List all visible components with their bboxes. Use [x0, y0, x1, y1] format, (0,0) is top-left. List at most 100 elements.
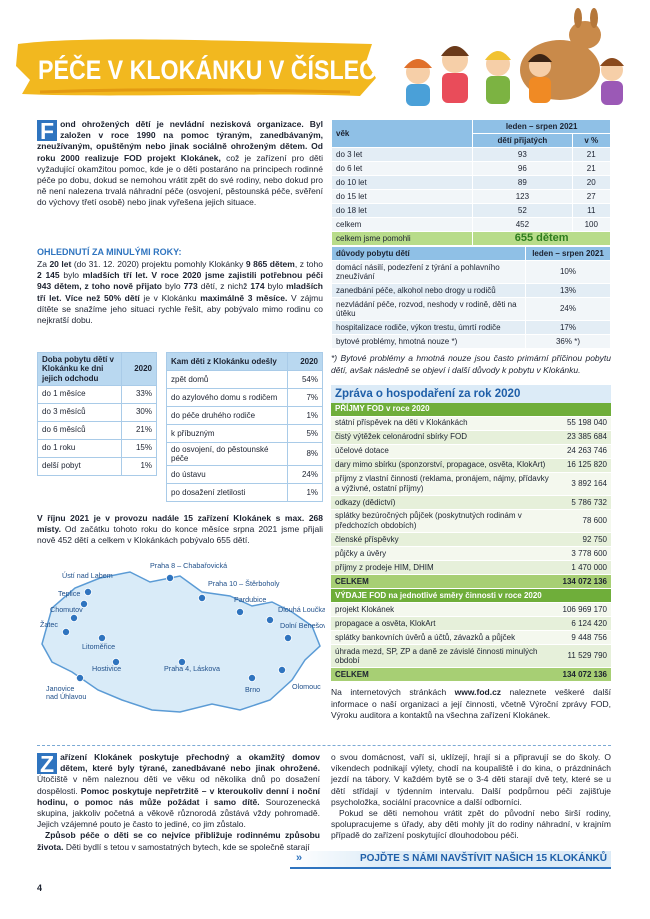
footer-banner: » POJĎTE S NÁMI NAVŠTÍVIT NAŠICH 15 KLOK…	[290, 851, 611, 869]
map-label: Praha 8 – Chabařovická	[150, 561, 227, 570]
table-cell: státní příspěvek na děti v Klokánkách	[331, 416, 559, 431]
table-row: příjmy z prodeje HIM, DHIM 1 470 000	[331, 560, 611, 576]
table-cell: 452	[472, 217, 573, 232]
table-cell: 2020	[121, 352, 157, 386]
table-cell: 1%	[121, 456, 157, 476]
table-cell: do péče druhého rodiče	[166, 406, 288, 425]
table-row: do osvojení, do pěstounské péče 8%	[166, 441, 323, 467]
table-cell: 78 600	[558, 509, 611, 534]
page-title: PÉČE V KLOKÁNKU V ČÍSLECH	[38, 53, 393, 85]
divider	[37, 745, 611, 746]
bold-run: 773	[183, 281, 198, 292]
text-run: (do 31. 12. 2020) projektu pomohly Kloká…	[71, 259, 246, 269]
table-cell: splátky bankovních úvěrů a účtů, závazků…	[331, 630, 559, 646]
map-pin	[197, 594, 206, 603]
table-cell: 15%	[121, 438, 157, 458]
bottom-left-column: Zařízení Klokánek poskytuje přechodný a …	[37, 751, 321, 853]
table-cell: 21	[571, 161, 611, 176]
table-cell: Doba pobytu dětí v Klokánku ke dni jejic…	[37, 352, 122, 386]
table-cell: hospitalizace rodiče, výkon trestu, úmrt…	[331, 320, 526, 336]
table-cell: domácí násilí, podezření z týrání a pohl…	[331, 259, 526, 285]
table-cell: 655 dětem	[472, 231, 611, 246]
table-cell: PŘÍJMY FOD v roce 2020	[331, 402, 611, 417]
table-cell: do 6 měsíců	[37, 420, 122, 440]
bold-run: Zařízení Klokánek poskytuje přechodný a …	[40, 751, 320, 777]
table-cell: 21	[571, 147, 611, 162]
text-run: Sourozenecká skupina, jakkoliv početná a…	[37, 796, 321, 830]
map-label: Dlouhá Loučka	[278, 605, 325, 614]
footnote: *) Bytové problémy a hmotná nouze jsou č…	[331, 353, 611, 375]
table-cell: VÝDAJE FOD na jednotlivé směry činnosti …	[331, 588, 611, 604]
table-cell: čistý výtěžek celonárodní sbírky FOD	[331, 430, 559, 445]
table-cell: 96	[472, 161, 573, 176]
table-cell: 27	[571, 189, 611, 204]
table-cell: 11 529 790	[558, 644, 611, 669]
map-label: Praha 4, Láskova	[164, 664, 220, 673]
table-row: účelové dotace 24 263 746	[331, 444, 611, 459]
page-number: 4	[37, 883, 43, 893]
table-row: úhrada mezd, SP, ZP a daně ze závislé či…	[331, 644, 611, 669]
table-cell: dětí přijatých	[472, 133, 573, 148]
table-row: zpět domů 54%	[166, 370, 323, 389]
table-row: Doba pobytu dětí v Klokánku ke dni jejic…	[37, 352, 157, 386]
table-cell: splátky bezúročných půjček (poskytnutých…	[331, 509, 559, 534]
table-cell: 52	[472, 203, 573, 218]
text-run: , z toho	[294, 259, 323, 269]
table-cell: 134 072 136	[558, 667, 611, 683]
text-run: bylo	[59, 270, 83, 281]
table-row: nezvládání péče, rozvod, neshody v rodin…	[331, 297, 611, 322]
table-row: CELKEM 134 072 136	[331, 667, 611, 683]
bold-run: 174	[250, 281, 265, 292]
table-cell: 1%	[287, 483, 323, 503]
map-label: Litoměřice	[82, 642, 115, 651]
table-cell: v %	[571, 133, 611, 148]
table-row: věk leden – srpen 2021	[330, 119, 611, 148]
table-cell: do 15 let	[330, 189, 474, 204]
map-label: Praha 10 – Štěrboholy	[208, 579, 280, 588]
reasons-table: důvody pobytu dětí leden – srpen 2021 domá…	[331, 246, 611, 350]
table-row: do 10 let 89 20	[330, 175, 611, 190]
table-cell: členské příspěvky	[331, 532, 559, 548]
text-run: bylo	[264, 281, 287, 292]
table-cell: odkazy (dědictví)	[331, 495, 559, 510]
table-cell: 13%	[525, 283, 611, 299]
table-cell: účelové dotace	[331, 444, 559, 459]
table-cell: 10%	[525, 259, 611, 285]
table-row: dary mimo sbírku (sponzorství, propagace…	[331, 458, 611, 473]
table-cell: 6 124 420	[558, 616, 611, 632]
table-row: po dosažení zletilosti 1%	[166, 483, 323, 503]
table-row: propagace a osvěta, KlokArt 6 124 420	[331, 616, 611, 632]
map-pin	[76, 674, 85, 683]
map-label: Hostivice	[92, 664, 121, 673]
table-row: splátky bankovních úvěrů a účtů, závazků…	[331, 630, 611, 646]
table-row: domácí násilí, podezření z týrání a pohl…	[331, 259, 611, 285]
table-cell: 55 198 040	[558, 416, 611, 431]
paragraph: Způsob péče o děti se co nejvíce přibliž…	[37, 830, 320, 852]
table-cell: 89	[472, 175, 573, 190]
table-cell: do osvojení, do pěstounské péče	[166, 441, 288, 467]
destination-table: Kam děti z Klokánku odešly 2020 zpět domů 5…	[166, 352, 323, 503]
table-row: do 1 měsíce 33%	[37, 384, 157, 404]
map-label: Pardubice	[234, 595, 266, 604]
finance-title: Zpráva o hospodaření za rok 2020	[331, 384, 611, 403]
bold-run: 9 865 dětem	[245, 259, 295, 269]
stats-block: věk leden – srpen 2021 dětí přijatých v % do…	[330, 119, 611, 721]
table-cell: celkem	[330, 217, 474, 232]
table-cell: 123	[472, 189, 573, 204]
table-cell: k příbuzným	[166, 424, 288, 443]
table-row: VÝDAJE FOD na jednotlivé směry činnosti …	[331, 588, 611, 604]
text-run: o svou domácnost, vaří si, uklízejí, hra…	[331, 752, 611, 807]
table-cell: leden – srpen 2021	[525, 246, 611, 261]
table-cell: 1 470 000	[558, 560, 611, 576]
table-row: do 6 let 96 21	[330, 161, 611, 176]
table-cell: důvody pobytu dětí	[331, 246, 526, 261]
table-cell: 24%	[525, 297, 611, 322]
kids-illustration	[404, 8, 624, 106]
bold-run: mladších tří let. Více než 50% dětí	[37, 281, 323, 303]
table-cell: 9 448 756	[558, 630, 611, 646]
table-cell: 30%	[121, 402, 157, 422]
table-row: důvody pobytu dětí leden – srpen 2021	[331, 246, 611, 261]
table-row: do azylového domu s rodičem 7%	[166, 388, 323, 407]
map: Ústí nad Labem Teplice Chomutov Žatec Litomě…	[40, 561, 325, 713]
